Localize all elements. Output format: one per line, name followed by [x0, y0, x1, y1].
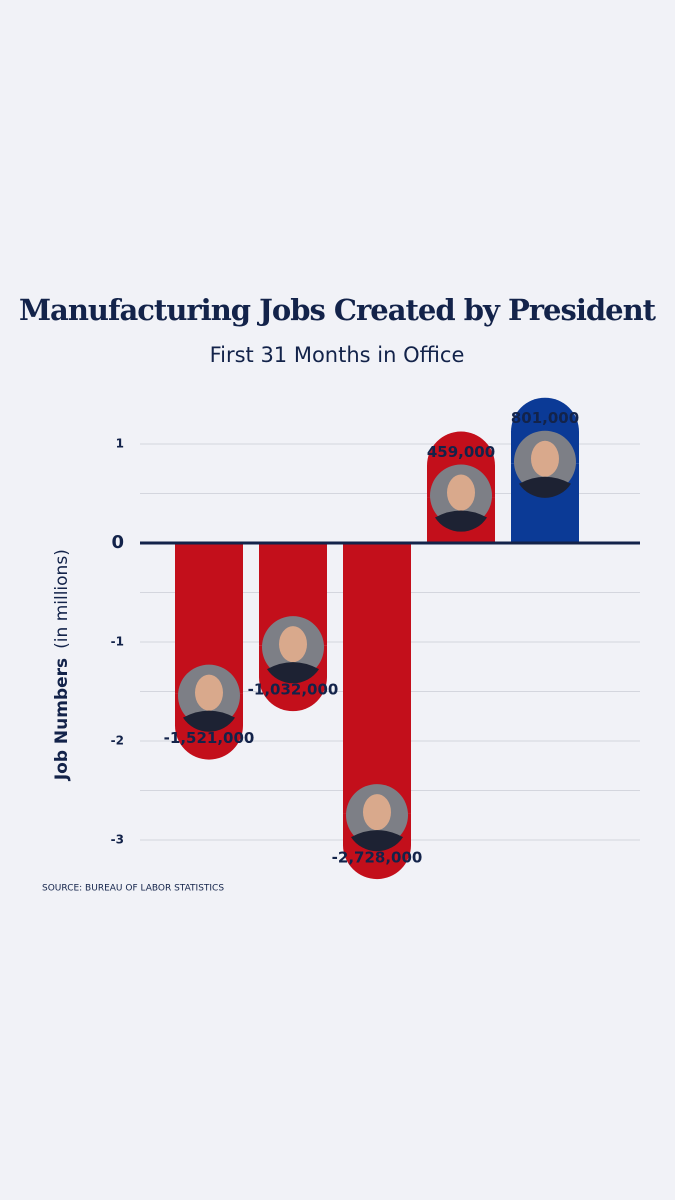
y-tick-label: -3	[111, 833, 124, 847]
portrait-suit	[267, 662, 319, 684]
y-label: Job Numbers	[52, 658, 72, 781]
portrait-face	[447, 474, 475, 511]
y-label-note: (in millions)	[52, 549, 72, 649]
chart-subtitle: First 31 Months in Office	[210, 343, 465, 367]
value-label: -2,728,000	[332, 849, 423, 867]
portrait-face	[363, 794, 391, 831]
portrait-suit	[519, 476, 571, 498]
portrait-face	[279, 626, 307, 663]
source-note: SOURCE: BUREAU OF LABOR STATISTICS	[42, 884, 224, 894]
y-tick-label: -1	[111, 635, 124, 649]
portrait-suit	[435, 510, 487, 532]
portrait-face	[195, 674, 223, 711]
y-tick-label: -2	[111, 734, 124, 748]
value-label: 459,000	[427, 443, 495, 461]
portrait-face	[531, 440, 559, 477]
bar	[343, 543, 411, 814]
portrait-suit	[351, 830, 403, 852]
y-tick-label: 0	[111, 532, 124, 553]
value-label: -1,521,000	[164, 729, 255, 747]
value-label: 801,000	[511, 409, 579, 427]
y-tick-label: 1	[116, 437, 124, 451]
portrait-suit	[183, 710, 235, 732]
y-axis-title: Job Numbers (in millions)	[52, 549, 72, 781]
value-label: -1,032,000	[248, 681, 339, 699]
chart-title: Manufacturing Jobs Created by President	[19, 293, 657, 327]
